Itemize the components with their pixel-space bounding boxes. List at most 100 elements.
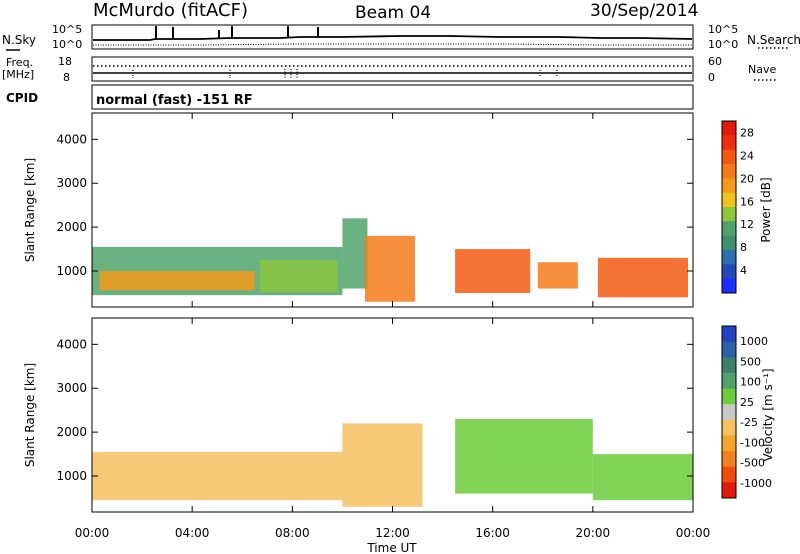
power-colorbar-swatch xyxy=(722,164,736,179)
station-title: McMurdo (fitACF) xyxy=(93,0,248,21)
power-colorbar-frame xyxy=(721,120,737,294)
velocity-colorbar-swatch xyxy=(722,435,736,452)
velocity-colorbar-tick: -1000 xyxy=(740,477,772,490)
freq-label-line1: Freq. xyxy=(6,56,33,69)
velocity-colorbar-tick: -500 xyxy=(740,457,765,470)
velocity-colorbar-tick: -25 xyxy=(740,416,758,429)
time-tick-label: 04:00 xyxy=(175,526,210,540)
time-tick-label: 00:00 xyxy=(676,526,711,540)
velocity-ytick-label: 3000 xyxy=(56,381,87,395)
power-axes: 1000 2000 3000 4000 xyxy=(56,113,694,307)
velocity-colorbar-label: Velocity [m s⁻¹] xyxy=(761,368,775,461)
velocity-colorbar-tick: 1000 xyxy=(740,335,768,348)
time-tick-label: 12:00 xyxy=(375,526,410,540)
freq-panel xyxy=(91,56,694,82)
time-tick-label: 20:00 xyxy=(576,526,611,540)
velocity-echo-region-2 xyxy=(455,418,593,494)
noise-sky-trace xyxy=(93,35,693,41)
velocity-axes: 1000 2000 3000 4000 xyxy=(56,318,694,512)
velocity-ytick-label: 2000 xyxy=(56,425,87,439)
nave-label: Nave xyxy=(748,63,776,76)
power-ytick-label: 1000 xyxy=(56,264,87,278)
noise-tick-low-left: 10^0 xyxy=(52,38,82,51)
velocity-colorbar-swatch xyxy=(722,388,736,405)
power-colorbar-tick: 28 xyxy=(740,126,754,139)
power-colorbar-tick: 20 xyxy=(740,172,754,185)
velocity-colorbar-frame xyxy=(721,325,737,499)
power-echo-region-3 xyxy=(342,218,368,289)
power-ylabel: Slant Range [km] xyxy=(23,158,37,262)
power-colorbar-swatch xyxy=(722,235,736,251)
power-colorbar-tick: 24 xyxy=(740,149,754,162)
power-colorbar-swatch xyxy=(722,192,736,208)
power-colorbar-tick: 8 xyxy=(740,241,747,254)
velocity-ytick-label: 4000 xyxy=(56,337,87,351)
time-axis: 00:00 04:00 08:00 12:00 16:00 20:00 00:00 xyxy=(75,526,711,540)
power-colorbar-label: Power [dB] xyxy=(759,177,773,242)
velocity-colorbar-swatch xyxy=(722,404,736,421)
velocity-ytick-label: 1000 xyxy=(56,469,87,483)
power-colorbar-swatch xyxy=(722,178,736,194)
velocity-colorbar-tick: -100 xyxy=(740,436,765,449)
freq-label-line2: [MHz] xyxy=(2,68,34,81)
power-colorbar-swatch xyxy=(722,207,736,222)
velocity-echo-region-3 xyxy=(592,454,693,501)
cpid-label: CPID xyxy=(6,91,38,105)
freq-tick-high: 18 xyxy=(58,55,72,68)
velocity-colorbar-tick: 100 xyxy=(740,376,761,389)
time-tick-label: 08:00 xyxy=(275,526,310,540)
power-colorbar-swatch xyxy=(722,221,736,237)
velocity-colorbar-swatch xyxy=(722,482,736,499)
freq-markers xyxy=(132,69,558,79)
noise-panel xyxy=(91,24,694,50)
power-colorbar-tick: 12 xyxy=(740,218,754,231)
velocity-colorbar-tick: 25 xyxy=(740,396,754,409)
noise-tick-high-right: 10^5 xyxy=(708,23,738,36)
nave-tick-low: 0 xyxy=(708,71,715,84)
velocity-heatmap xyxy=(92,418,693,507)
cpid-panel xyxy=(91,84,694,110)
power-ytick-label: 2000 xyxy=(56,220,87,234)
velocity-colorbar-swatch xyxy=(722,341,736,358)
power-echo-region-2 xyxy=(259,260,338,293)
power-echo-region-6 xyxy=(537,262,578,289)
time-tick-label: 16:00 xyxy=(475,526,510,540)
power-colorbar-swatch xyxy=(722,149,736,165)
power-colorbar-tick: 4 xyxy=(740,264,747,277)
velocity-colorbar: 1000 500 100 25 -25 -100 -500 -1000 xyxy=(721,325,772,499)
velocity-colorbar-tick: 500 xyxy=(740,355,761,368)
noise-tick-low-right: 10^0 xyxy=(708,38,738,51)
noise-search-label: N.Search xyxy=(747,33,800,47)
power-colorbar-swatch xyxy=(722,250,736,265)
cpid-mode: normal (fast) -151 RF xyxy=(96,93,253,108)
power-colorbar: 4 8 12 16 20 24 28 xyxy=(721,120,754,294)
power-echo-region-7 xyxy=(597,257,688,298)
velocity-colorbar-swatch xyxy=(722,372,736,390)
time-tick-label: 00:00 xyxy=(75,526,110,540)
nave-tick-high: 60 xyxy=(708,55,722,68)
velocity-colorbar-swatch xyxy=(722,357,736,374)
velocity-echo-region-1 xyxy=(342,423,423,507)
noise-spikes xyxy=(155,26,319,40)
power-colorbar-swatch xyxy=(722,135,736,151)
beam-title: Beam 04 xyxy=(355,3,431,23)
date-title: 30/Sep/2014 xyxy=(590,1,698,21)
power-heatmap xyxy=(92,218,688,302)
power-colorbar-swatch xyxy=(722,278,736,294)
power-echo-region-4 xyxy=(364,235,416,302)
noise-search-trace xyxy=(93,43,692,46)
power-echo-region-5 xyxy=(455,249,531,293)
power-ytick-label: 4000 xyxy=(56,132,87,146)
power-colorbar-tick: 16 xyxy=(740,195,754,208)
velocity-echo-region-0 xyxy=(92,451,343,501)
velocity-colorbar-swatch xyxy=(722,326,736,343)
velocity-ylabel: Slant Range [km] xyxy=(23,363,37,467)
power-echo-region-1 xyxy=(99,271,255,291)
power-colorbar-swatch xyxy=(722,121,736,136)
freq-tick-low: 8 xyxy=(63,71,70,84)
velocity-colorbar-swatch xyxy=(722,419,736,436)
velocity-colorbar-swatch xyxy=(722,451,736,468)
power-ytick-label: 3000 xyxy=(56,176,87,190)
power-colorbar-swatch xyxy=(722,264,736,280)
